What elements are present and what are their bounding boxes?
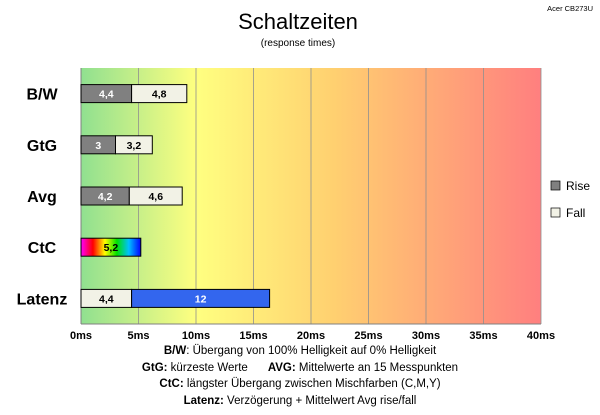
chart-subtitle: (response times)	[261, 38, 335, 49]
footnote-gtg-text: kürzeste Werte	[167, 361, 248, 374]
chart-title: Schaltzeiten	[238, 9, 358, 34]
bar-value-label: 4,2	[98, 191, 113, 203]
x-tick-label: 5ms	[127, 330, 149, 342]
category-label: CtC	[28, 240, 57, 257]
x-tick-label: 0ms	[70, 330, 92, 342]
category-label: Latenz	[17, 291, 68, 308]
bar-value-label: 4,4	[99, 293, 114, 305]
category-label: B/W	[26, 87, 58, 104]
footnote-latenz: Latenz: Verzögerung + Mittelwert Avg ris…	[0, 393, 600, 410]
category-label: Avg	[27, 189, 57, 206]
x-tick-label: 35ms	[469, 330, 497, 342]
footnotes: B/W: Übergang von 100% Helligkeit auf 0%…	[0, 343, 600, 409]
footnote-ctc-text: längster Übergang zwischen Mischfarben (…	[183, 378, 441, 390]
corner-label: Acer CB273U	[547, 4, 593, 13]
bar-value-label: 3	[95, 140, 101, 152]
bar-segment	[80, 237, 142, 257]
footnote-bw: B/W: Übergang von 100% Helligkeit auf 0%…	[0, 343, 600, 360]
footnote-gtg-avg: GtG: kürzeste Werte AVG: Mittelwerte an 1…	[0, 360, 600, 377]
footnote-lat-key: Latenz:	[183, 394, 224, 407]
legend-swatch-rise	[550, 180, 561, 191]
x-tick-label: 15ms	[239, 330, 267, 342]
footnote-bw-text: : Übergang von 100% Helligkeit auf 0% He…	[186, 345, 437, 357]
x-tick-label: 10ms	[182, 330, 210, 342]
bars: 4,4 4,8 3 3,2 4,2 4,6 5,2 4,4 12	[80, 84, 271, 308]
bar-value-label: 4,6	[148, 191, 163, 203]
bar-segment	[115, 135, 153, 155]
footnote-ctc: CtC: längster Übergang zwischen Mischfar…	[0, 376, 600, 393]
legend-swatch-fall	[550, 207, 561, 218]
bar-value-label: 12	[195, 293, 207, 305]
x-tick-label: 30ms	[412, 330, 440, 342]
legend-label-rise: Rise	[566, 179, 590, 193]
footnote-avg-key: AVG:	[267, 361, 296, 374]
x-tick-label: 20ms	[297, 330, 325, 342]
x-tick-label: 40ms	[527, 330, 555, 342]
bar-segment	[131, 288, 271, 308]
category-labels: B/W GtG Avg CtC Latenz	[17, 87, 68, 309]
legend-label-fall: Fall	[566, 206, 585, 220]
bar-value-label: 3,2	[127, 140, 142, 152]
bar-value-label: 4,4	[99, 89, 114, 101]
footnote-bw-key: B/W	[163, 345, 187, 357]
bar-value-label: 5,2	[104, 242, 119, 254]
x-tick-labels: 0ms 5ms 10ms 15ms 20ms 25ms 30ms 35ms 40ms	[70, 330, 555, 342]
footnote-ctc-key: CtC:	[159, 378, 184, 390]
bar-segment	[131, 84, 188, 104]
legend: Rise Fall	[550, 179, 590, 220]
bar-segment	[128, 186, 183, 206]
gridlines	[138, 68, 542, 324]
bar-value-label: 4,8	[152, 89, 167, 101]
footnote-gtg-key: GtG:	[141, 361, 168, 374]
footnote-lat-text: Verzögerung + Mittelwert Avg rise/fall	[223, 394, 417, 407]
x-tick-label: 25ms	[354, 330, 382, 342]
category-label: GtG	[27, 138, 57, 155]
footnote-avg-text: Mittelwerte an 15 Messpunkten	[295, 361, 459, 374]
